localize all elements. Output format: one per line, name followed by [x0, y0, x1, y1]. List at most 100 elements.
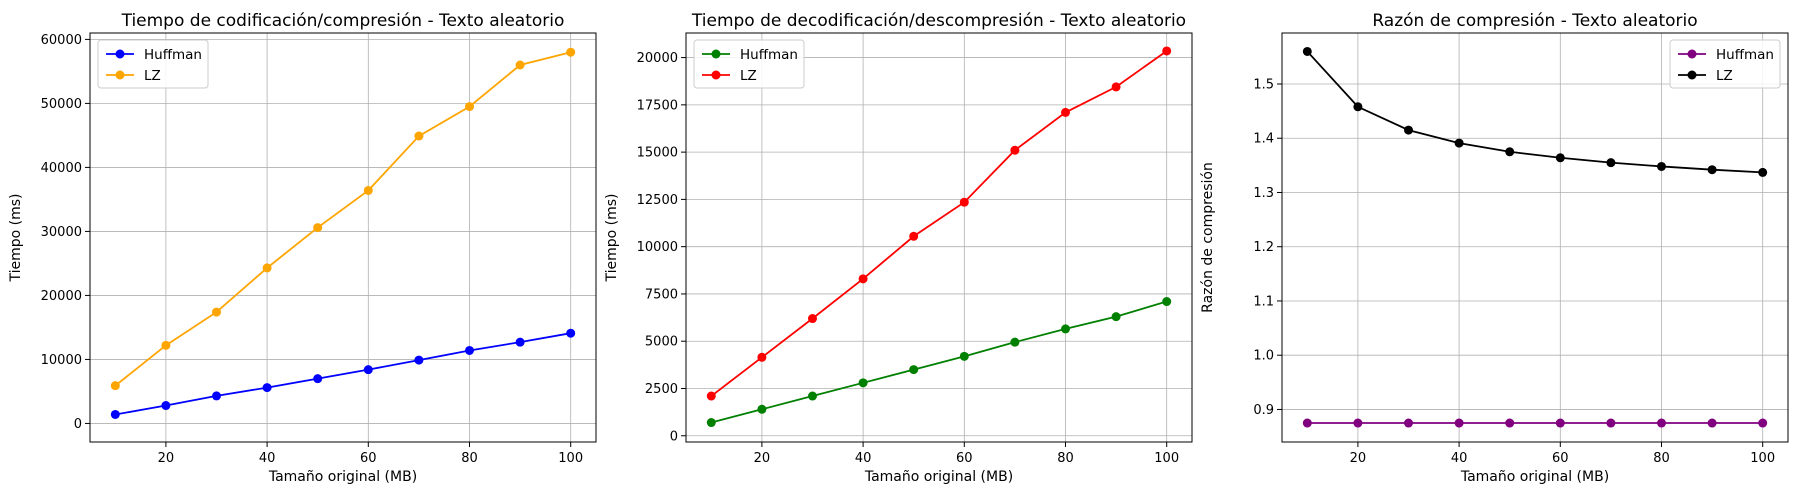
- y-tick-label: 40000: [41, 161, 82, 176]
- legend-marker: [1687, 70, 1697, 80]
- series-group: [1302, 46, 1768, 428]
- data-point: [1657, 161, 1666, 171]
- y-tick-label: 5000: [645, 335, 678, 350]
- ticks: 20 40 60 80 100 0 2500 5000 7500 10000 12500 15000 1…: [637, 51, 1179, 466]
- x-tick-label: 100: [558, 451, 583, 466]
- data-point: [363, 185, 373, 195]
- data-point: [363, 365, 373, 375]
- series-line: [1306, 50, 1763, 174]
- x-axis-label: Tamaño original (MB): [1460, 469, 1609, 485]
- y-tick-label: 1.0: [1253, 349, 1274, 364]
- ticks: 20 40 60 80 100 0 10000 20000 30000 40000 50000 600…: [41, 33, 583, 466]
- data-point: [515, 60, 525, 70]
- data-point: [1555, 418, 1565, 428]
- series-group: [706, 46, 1172, 428]
- data-point: [1707, 418, 1717, 428]
- y-tick-label: 1.5: [1253, 77, 1274, 92]
- data-point: [465, 102, 474, 112]
- data-point: [858, 274, 868, 284]
- data-point: [566, 328, 576, 338]
- axes-frame: [89, 32, 597, 443]
- y-tick-label: 0: [74, 417, 82, 432]
- y-tick-label: 17500: [637, 98, 678, 113]
- ticks: 20 40 60 80 100 0.9 1.0 1.1 1.2 1.3 1.4 1.5: [1253, 77, 1775, 466]
- legend: Huffman LZ: [1669, 39, 1781, 89]
- legend-marker: [115, 49, 125, 59]
- chart-encoding-time: 20 40 60 80 100 0 10000 20000 30000 40000 50000 600…: [8, 11, 597, 485]
- series-line: [114, 51, 571, 387]
- data-point: [465, 345, 474, 355]
- data-point: [808, 391, 817, 401]
- x-axis-label: Tamaño original (MB): [864, 469, 1013, 485]
- legend: Huffman LZ: [693, 39, 805, 89]
- y-tick-label: 0.9: [1253, 403, 1274, 418]
- data-point: [414, 355, 424, 365]
- y-tick-label: 12500: [637, 193, 678, 208]
- y-tick-label: 2500: [645, 382, 678, 397]
- grid: [686, 33, 1192, 442]
- data-point: [161, 401, 171, 411]
- data-point: [1061, 107, 1070, 117]
- data-point: [161, 340, 171, 350]
- data-point: [1707, 165, 1717, 175]
- x-tick-label: 80: [1057, 451, 1074, 466]
- axes-frame: [1281, 32, 1789, 443]
- x-tick-label: 80: [1653, 451, 1670, 466]
- grid: [1282, 33, 1788, 442]
- data-point: [1302, 418, 1312, 428]
- legend-box: [1669, 39, 1781, 89]
- y-tick-label: 50000: [41, 97, 82, 112]
- legend-label: LZ: [1716, 68, 1733, 84]
- legend-marker: [711, 49, 721, 59]
- plot-frame: [1281, 32, 1789, 443]
- data-point: [313, 223, 323, 233]
- data-point: [1061, 324, 1070, 334]
- data-point: [1555, 153, 1565, 163]
- y-tick-label: 7500: [645, 287, 678, 302]
- data-point: [1353, 418, 1363, 428]
- legend-box: [97, 39, 209, 89]
- y-axis-label: Razón de compresión: [1200, 162, 1216, 313]
- grid: [90, 33, 596, 442]
- chart-title: Tiempo de decodificación/descompresión -…: [691, 11, 1186, 31]
- data-point: [909, 231, 919, 241]
- chart-compression-ratio: 20 40 60 80 100 0.9 1.0 1.1 1.2 1.3 1.4 1.5 Razón d…: [1200, 11, 1789, 485]
- data-point: [110, 381, 120, 391]
- data-point: [808, 314, 817, 324]
- data-point: [858, 378, 868, 388]
- data-point: [262, 383, 272, 393]
- x-tick-label: 100: [1750, 451, 1775, 466]
- data-point: [212, 391, 221, 401]
- y-tick-label: 1.4: [1253, 132, 1274, 147]
- data-point: [1353, 102, 1363, 112]
- data-point: [1657, 418, 1666, 428]
- x-tick-label: 60: [956, 451, 973, 466]
- x-axis-label: Tamaño original (MB): [268, 469, 417, 485]
- data-point: [262, 263, 272, 273]
- legend-marker: [115, 70, 125, 80]
- legend-label: LZ: [144, 68, 161, 84]
- y-tick-label: 0: [670, 429, 678, 444]
- y-tick-label: 10000: [41, 353, 82, 368]
- data-point: [706, 418, 716, 428]
- legend-box: [693, 39, 805, 89]
- series-group: [110, 47, 576, 419]
- series-line: [710, 50, 1168, 397]
- data-point: [566, 47, 576, 57]
- data-point: [1505, 418, 1515, 428]
- y-tick-label: 30000: [41, 225, 82, 240]
- x-tick-label: 80: [461, 451, 478, 466]
- data-point: [909, 365, 919, 375]
- x-tick-label: 40: [855, 451, 872, 466]
- data-point: [212, 307, 221, 317]
- plot-frame: [89, 32, 597, 443]
- x-tick-label: 100: [1154, 451, 1179, 466]
- data-point: [1111, 312, 1121, 322]
- chart-title: Razón de compresión - Texto aleatorio: [1372, 11, 1697, 31]
- data-point: [1162, 297, 1172, 307]
- x-tick-label: 40: [1451, 451, 1468, 466]
- data-point: [1404, 125, 1413, 135]
- x-tick-label: 60: [360, 451, 377, 466]
